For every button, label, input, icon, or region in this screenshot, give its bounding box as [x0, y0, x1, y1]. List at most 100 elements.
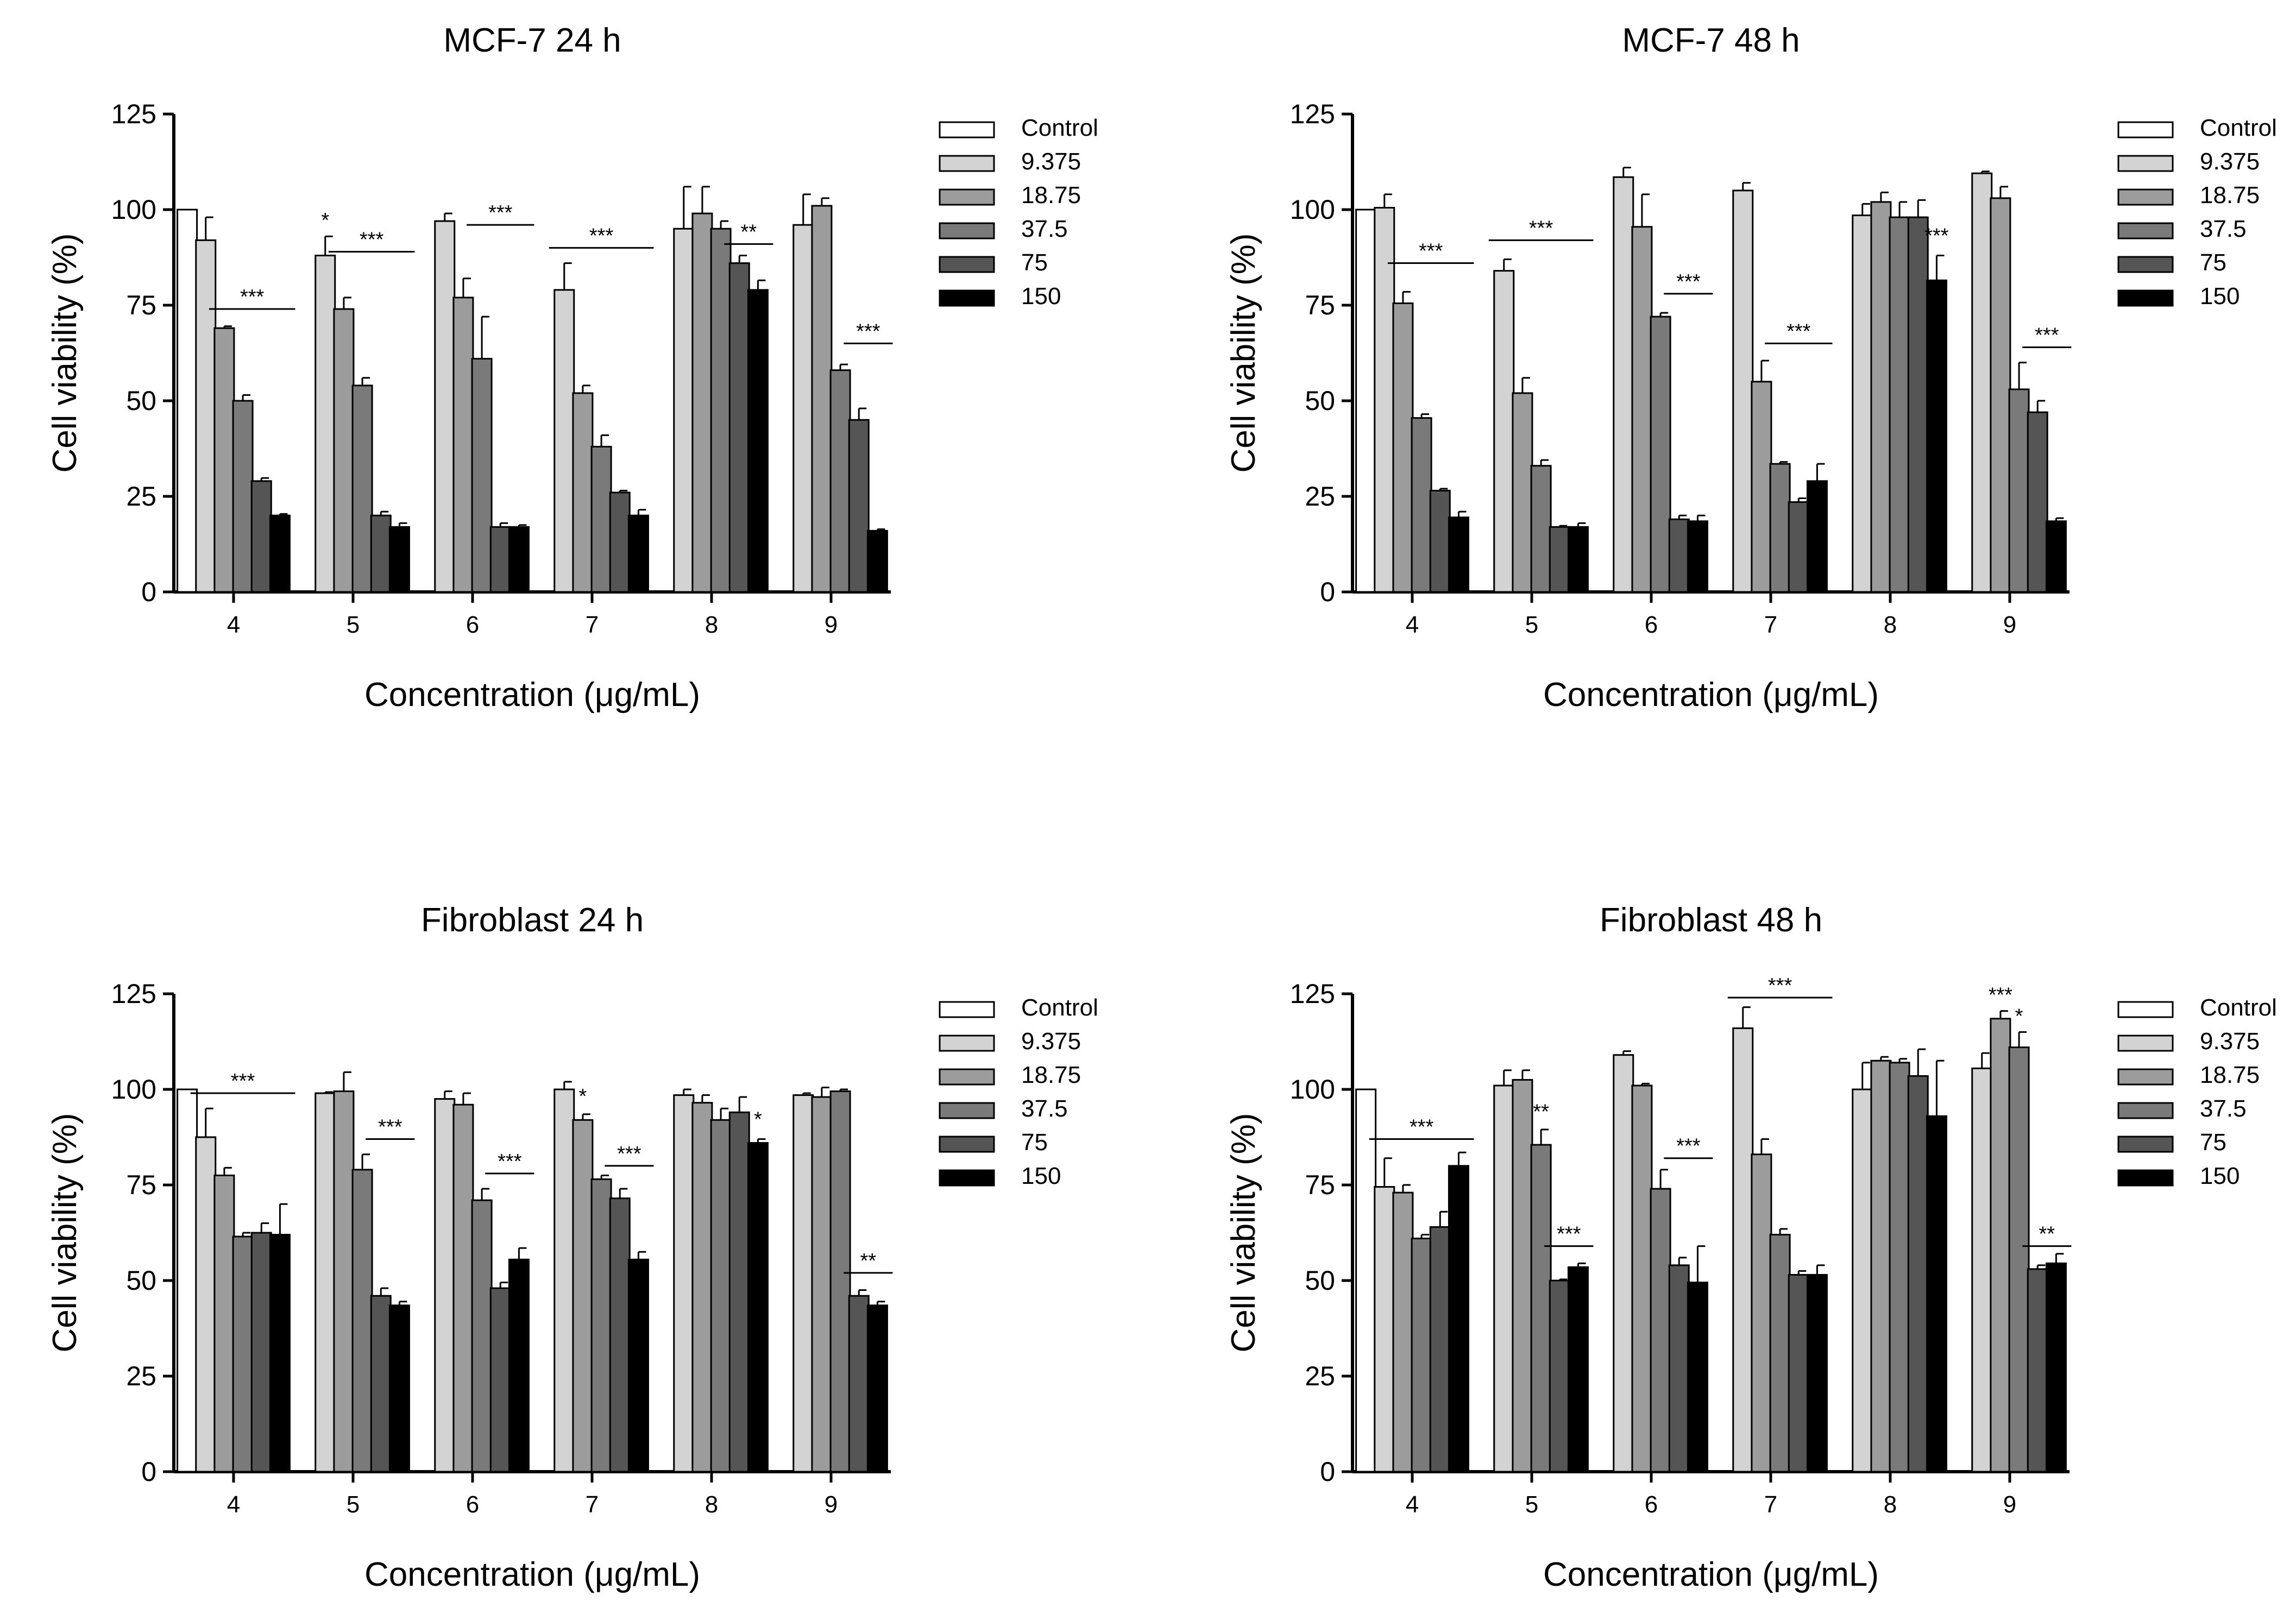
y-tick-label: 50	[1305, 386, 1335, 416]
legend-label: 75	[2200, 249, 2226, 276]
bar	[1411, 417, 1432, 593]
legend-swatch	[939, 188, 995, 206]
bar	[314, 254, 336, 593]
legend-swatch	[2117, 1001, 2174, 1018]
bar	[250, 480, 272, 593]
bar	[195, 239, 217, 593]
bar	[1448, 516, 1469, 593]
bar	[1650, 1188, 1671, 1473]
significance-marker: **	[860, 1250, 877, 1272]
legend-swatch	[2117, 222, 2174, 239]
bar	[1926, 279, 1947, 593]
bar	[1613, 176, 1634, 593]
bar	[1374, 1186, 1395, 1473]
legend-swatch	[2117, 1068, 2174, 1086]
chart-panel-mcf7-48h: MCF-7 48 h Cell viability (%) Concentratio…	[1179, 0, 2292, 728]
legend-label: 37.5	[2200, 216, 2247, 242]
bar	[572, 392, 594, 593]
bar	[434, 1098, 456, 1473]
x-tick-label: 6	[1645, 1491, 1658, 1518]
legend-label: 150	[1021, 283, 1061, 310]
bar	[1870, 1060, 1892, 1473]
bar	[1429, 489, 1451, 593]
significance-marker: ***	[240, 286, 265, 308]
bar	[1411, 1238, 1432, 1473]
legend-label: Control	[2200, 994, 2277, 1021]
bar	[1751, 1153, 1772, 1473]
y-tick-label: 75	[1305, 1170, 1335, 1200]
legend-label: 9.375	[1021, 1028, 1081, 1055]
legend-swatch	[2117, 1102, 2174, 1119]
bar	[177, 209, 198, 593]
bar	[1907, 216, 1929, 593]
legend-label: 9.375	[1021, 148, 1081, 175]
significance-marker: *	[321, 209, 329, 232]
chart-svg: Fibroblast 48 h Cell viability (%) Concent…	[1225, 901, 2277, 1593]
bar	[1788, 1273, 1809, 1473]
chart-svg: MCF-7 48 h Cell viability (%) Concentratio…	[1225, 22, 2277, 714]
bar	[489, 1287, 511, 1473]
chart-title: Fibroblast 24 h	[421, 901, 644, 939]
bar	[250, 1232, 272, 1473]
bar	[2027, 1268, 2048, 1473]
bar	[1448, 1165, 1469, 1473]
significance-marker: ***	[2035, 324, 2059, 346]
y-tick-label: 125	[111, 979, 156, 1009]
significance-marker: ***	[1529, 217, 1553, 239]
bar	[747, 289, 769, 593]
y-tick-label: 0	[1320, 577, 1335, 607]
legend-swatch	[939, 222, 995, 239]
x-tick-label: 4	[227, 611, 240, 638]
x-tick-label: 8	[705, 1491, 718, 1518]
x-axis-label: Concentration (μg/mL)	[364, 1556, 700, 1593]
bar	[792, 224, 814, 593]
x-tick-label: 6	[1645, 611, 1658, 638]
chart-panel-fibroblast-48h: Fibroblast 48 h Cell viability (%) Concent…	[1179, 880, 2292, 1607]
bar	[1392, 1191, 1414, 1473]
y-tick-label: 75	[126, 290, 156, 320]
x-tick-label: 9	[825, 1491, 838, 1518]
y-tick-label: 100	[111, 194, 156, 225]
y-tick-label: 50	[1305, 1265, 1335, 1296]
bar	[452, 297, 474, 593]
chart-svg: Fibroblast 24 h Cell viability (%) Concent…	[46, 901, 1098, 1593]
significance-marker: ***	[498, 1150, 522, 1173]
bar	[1769, 463, 1791, 593]
legend-swatch	[2117, 256, 2174, 273]
legend-swatch	[939, 289, 995, 307]
legend-label: 150	[2200, 283, 2240, 310]
x-tick-label: 7	[1764, 1491, 1777, 1518]
legend-label: 150	[2200, 1163, 2240, 1189]
bar	[848, 1295, 870, 1473]
x-tick-label: 6	[466, 1491, 479, 1518]
x-tick-label: 9	[825, 611, 838, 638]
y-tick-label: 0	[141, 1456, 156, 1487]
legend-label: 9.375	[2200, 148, 2260, 175]
significance-marker: ***	[360, 228, 384, 251]
bar	[590, 445, 612, 593]
bar	[508, 526, 530, 593]
bar	[673, 228, 695, 593]
bar	[1493, 270, 1515, 593]
bar	[2008, 388, 2030, 593]
bar	[1668, 1264, 1690, 1473]
x-axis-label: Concentration (μg/mL)	[1543, 1556, 1879, 1593]
y-tick-label: 0	[141, 577, 156, 607]
bar	[811, 205, 833, 593]
bar	[314, 1092, 336, 1473]
bar	[2045, 520, 2067, 593]
bar	[627, 1258, 649, 1473]
y-tick-label: 125	[111, 99, 156, 129]
bar	[627, 514, 649, 593]
y-axis-label: Cell viability (%)	[1225, 234, 1262, 473]
legend-swatch	[939, 1102, 995, 1119]
bar	[2008, 1046, 2030, 1473]
legend-label: Control	[1021, 994, 1098, 1021]
bar	[1549, 1279, 1570, 1473]
y-tick-label: 25	[1305, 481, 1335, 512]
bar	[1852, 215, 1873, 593]
x-tick-label: 4	[227, 1491, 240, 1518]
significance-marker: ***	[231, 1070, 255, 1093]
x-tick-label: 8	[1884, 611, 1897, 638]
bar	[1990, 197, 2011, 593]
